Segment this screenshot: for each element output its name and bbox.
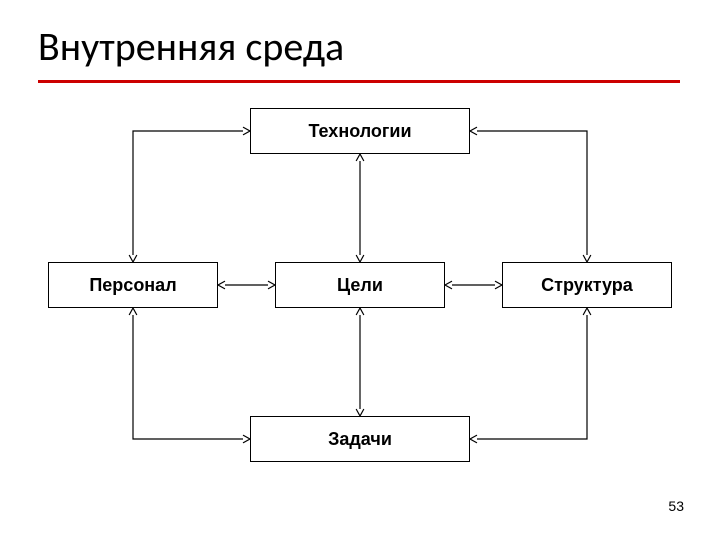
node-right-label: Структура xyxy=(541,275,633,296)
node-top: Технологии xyxy=(250,108,470,154)
slide: Внутренняя среда Технологии Персонал Цел… xyxy=(0,0,720,540)
node-left-label: Персонал xyxy=(89,275,176,296)
node-left: Персонал xyxy=(48,262,218,308)
title-underline xyxy=(38,80,680,83)
node-bottom: Задачи xyxy=(250,416,470,462)
node-top-label: Технологии xyxy=(308,121,411,142)
node-center: Цели xyxy=(275,262,445,308)
node-center-label: Цели xyxy=(337,275,383,296)
page-title: Внутренняя среда xyxy=(38,22,344,71)
node-bottom-label: Задачи xyxy=(328,429,392,450)
page-number: 53 xyxy=(668,498,684,514)
node-right: Структура xyxy=(502,262,672,308)
